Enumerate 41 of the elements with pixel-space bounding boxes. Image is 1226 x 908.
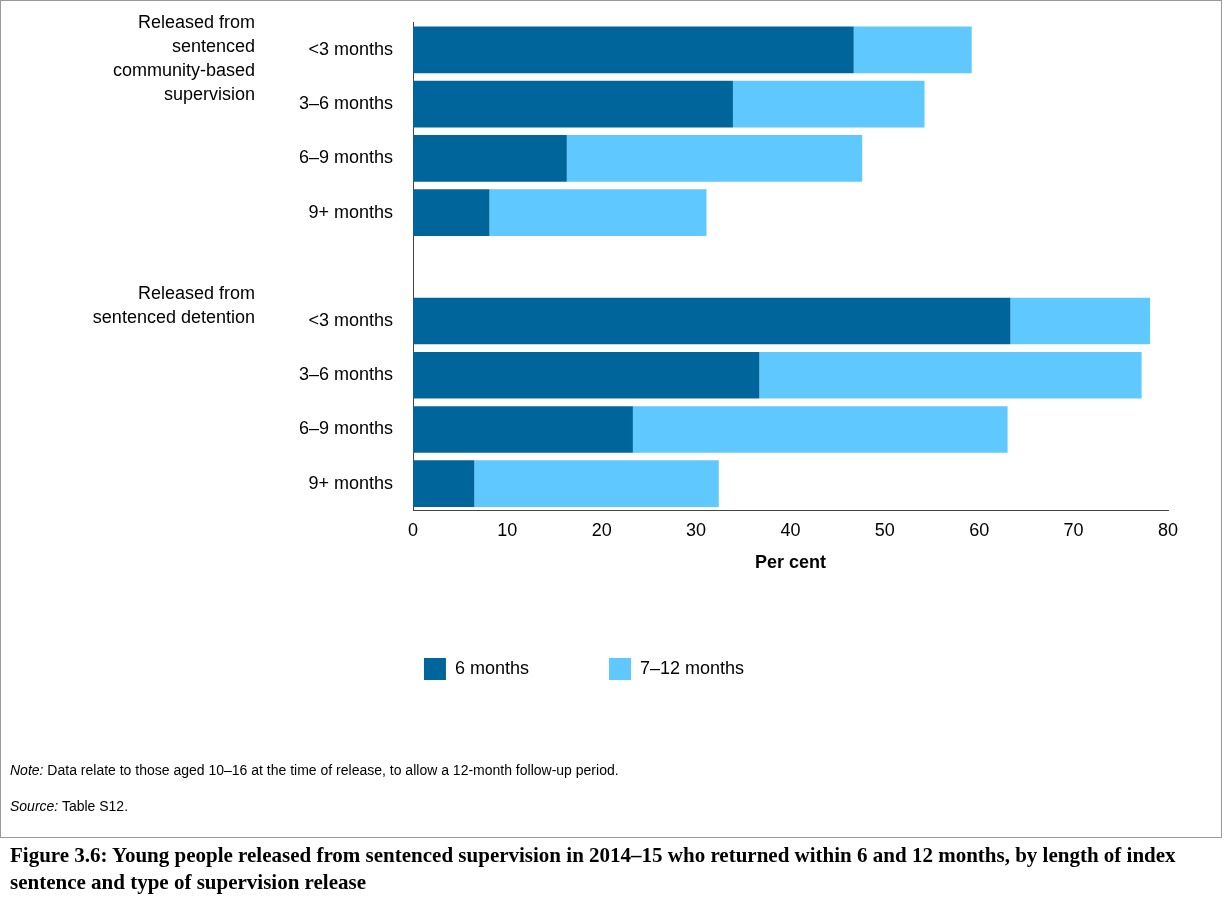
bar (413, 406, 633, 453)
x-tick-label: 0 (407, 519, 419, 540)
bar (566, 135, 863, 182)
bar (413, 351, 760, 399)
bar (474, 460, 719, 507)
bar (632, 406, 1008, 453)
bar (413, 135, 567, 182)
x-tick-label: 30 (686, 519, 707, 540)
text: Released from sentenced community-based supervision (112, 11, 255, 104)
y-tick-label: 3–6 months (298, 93, 393, 114)
y-tick-label: <3 months (308, 38, 393, 59)
y-tick-label: <3 months (308, 309, 393, 330)
bar (732, 80, 925, 128)
legend-label: 6 months (454, 657, 529, 678)
x-tick-label: 70 (1063, 519, 1084, 540)
text: Note: Data relate to those aged 10–16 at the time of release, to allow a 12-month follow-up period. (10, 762, 619, 778)
y-tick-label: 9+ months (308, 201, 393, 222)
bar (413, 189, 490, 236)
legend-label: 7–12 months (639, 657, 745, 678)
bar (413, 297, 1011, 345)
bar (413, 80, 733, 128)
y-tick-label: 9+ months (308, 472, 393, 493)
x-tick-label: 40 (780, 519, 801, 540)
bar (853, 26, 972, 74)
x-axis-title: Per cent (754, 552, 827, 573)
y-tick-label: 3–6 months (298, 364, 393, 385)
x-tick-label: 10 (497, 519, 518, 540)
x-tick-label: 50 (874, 519, 895, 540)
y-tick-label: 6–9 months (298, 147, 393, 168)
y-tick-label: 6–9 months (298, 418, 393, 439)
bar (413, 26, 854, 74)
bar (759, 351, 1142, 399)
bar (489, 189, 707, 236)
bar (413, 460, 475, 507)
x-tick-label: 20 (591, 519, 612, 540)
bar (1010, 297, 1151, 345)
source-note: Source: Table S12. (10, 798, 130, 814)
x-tick-label: 80 (1157, 519, 1179, 540)
text: Released from sentenced detention (92, 282, 255, 327)
text: Figure 3.6: Young people released from sentenced supervision in 2014–15 who returned within 6 and 12 months, by length of index sentence and type of supervision release (10, 842, 1177, 896)
x-tick-label: 60 (969, 519, 990, 540)
